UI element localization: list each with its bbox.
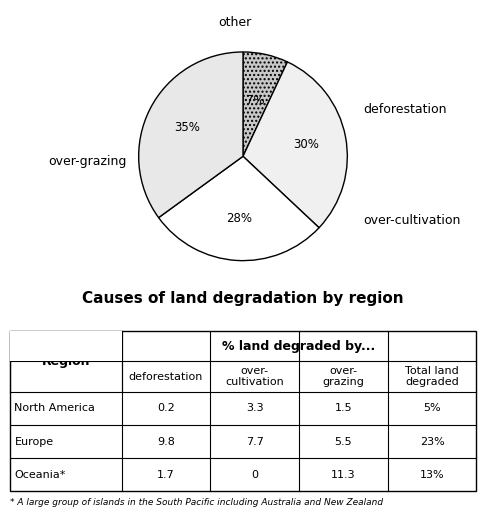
Text: over-cultivation: over-cultivation (363, 215, 460, 227)
Bar (10, 331, 122, 361)
Text: Region: Region (41, 355, 90, 368)
Text: over-grazing: over-grazing (48, 155, 126, 168)
Text: 1.5: 1.5 (334, 403, 352, 413)
Wedge shape (158, 156, 319, 261)
Text: Causes of land degradation by region: Causes of land degradation by region (82, 291, 404, 306)
Text: % land degraded by...: % land degraded by... (223, 339, 376, 353)
Text: over-
grazing: over- grazing (322, 366, 364, 388)
Text: Total land
degraded: Total land degraded (405, 366, 459, 388)
Text: North America: North America (15, 403, 95, 413)
Wedge shape (243, 62, 347, 228)
Text: deforestation: deforestation (129, 372, 203, 381)
Text: 35%: 35% (174, 121, 200, 134)
Text: 11.3: 11.3 (331, 470, 356, 480)
Text: * A large group of islands in the South Pacific including Australia and New Zeal: * A large group of islands in the South … (10, 498, 383, 507)
Wedge shape (139, 52, 243, 218)
Text: 0.2: 0.2 (157, 403, 175, 413)
Text: 5.5: 5.5 (334, 437, 352, 446)
Text: 23%: 23% (419, 437, 444, 446)
Text: other: other (218, 16, 251, 29)
Text: 3.3: 3.3 (246, 403, 263, 413)
Text: 13%: 13% (420, 470, 444, 480)
Text: Oceania*: Oceania* (15, 470, 66, 480)
Text: 30%: 30% (294, 138, 319, 151)
Text: 5%: 5% (423, 403, 441, 413)
Text: 1.7: 1.7 (157, 470, 175, 480)
Text: 7%: 7% (246, 94, 265, 107)
Text: 28%: 28% (226, 212, 252, 225)
Bar (10, 331, 476, 492)
Text: 0: 0 (251, 470, 258, 480)
Text: over-
cultivation: over- cultivation (226, 366, 284, 388)
Wedge shape (243, 52, 287, 156)
Text: deforestation: deforestation (363, 103, 447, 116)
Text: 9.8: 9.8 (157, 437, 175, 446)
Text: Europe: Europe (15, 437, 53, 446)
Text: 7.7: 7.7 (246, 437, 263, 446)
